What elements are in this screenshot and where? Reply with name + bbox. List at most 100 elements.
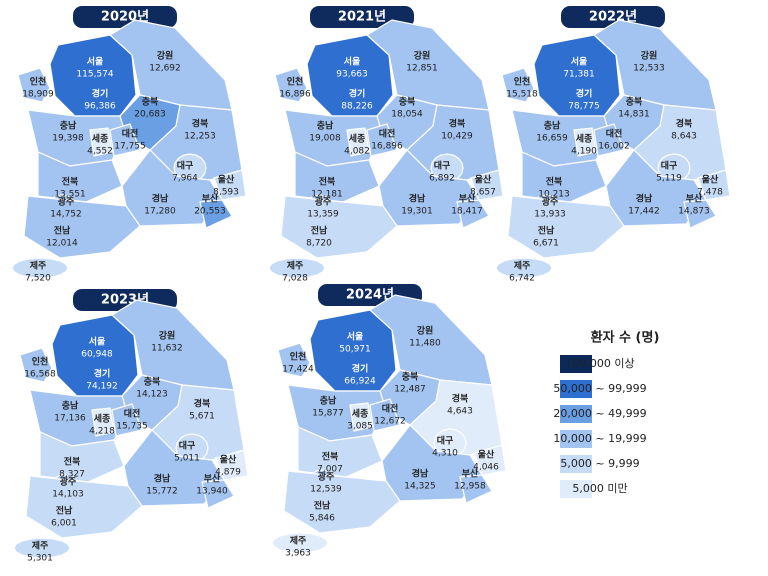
region-name: 부산 <box>462 468 479 480</box>
region <box>369 398 401 432</box>
region-value: 15,735 <box>116 422 148 432</box>
region-value: 4,218 <box>89 427 115 437</box>
region-name: 전남 <box>538 225 555 237</box>
region-value: 12,851 <box>406 64 438 74</box>
region-value: 5,119 <box>656 174 682 184</box>
region <box>199 199 233 229</box>
region-name: 서울 <box>89 336 106 348</box>
region-value: 50,971 <box>339 345 371 355</box>
region-name: 제주 <box>290 535 307 547</box>
region-name: 대전 <box>124 408 141 420</box>
region-name: 대구 <box>179 440 196 452</box>
region-value: 20,683 <box>134 110 166 120</box>
region-name: 부산 <box>204 473 221 485</box>
legend-swatch <box>560 405 592 423</box>
region-value: 17,280 <box>144 207 176 217</box>
region-value: 14,752 <box>50 210 82 220</box>
region-name: 부산 <box>686 193 703 205</box>
region-name: 전남 <box>311 225 328 237</box>
region <box>25 475 143 539</box>
region-name: 울산 <box>478 449 495 461</box>
legend-label: 50,000 ~ 99,999 <box>553 382 646 395</box>
region-value: 11,480 <box>409 339 441 349</box>
region-name: 경남 <box>409 193 426 205</box>
region-value: 16,002 <box>598 142 630 152</box>
region-name: 광주 <box>60 476 77 488</box>
region-value: 16,568 <box>24 370 56 380</box>
region-name: 전북 <box>62 176 79 188</box>
region <box>17 67 51 103</box>
legend-swatch <box>560 455 592 473</box>
region <box>89 127 113 157</box>
region-name: 인천 <box>290 352 307 363</box>
region-name: 울산 <box>218 174 235 186</box>
region-name: 제주 <box>514 260 531 272</box>
region-value: 16,896 <box>371 142 403 152</box>
region <box>91 407 115 437</box>
region-value: 115,574 <box>76 70 113 80</box>
region-name: 경북 <box>192 118 209 130</box>
region-name: 세종 <box>92 133 109 145</box>
region-value: 8,657 <box>470 188 496 198</box>
region-name: 제주 <box>32 540 49 552</box>
region-value: 78,775 <box>568 102 600 112</box>
region-name: 경남 <box>412 468 429 480</box>
region-value: 71,381 <box>563 70 595 80</box>
region <box>215 449 249 481</box>
region-value: 93,663 <box>336 70 368 80</box>
region-name: 전북 <box>64 456 81 468</box>
region-name: 경기 <box>92 88 109 100</box>
region-value: 20,553 <box>194 207 226 217</box>
legend-label: 20,000 ~ 49,999 <box>553 407 646 420</box>
legend-label: 5,000 ~ 9,999 <box>560 457 639 470</box>
region <box>456 199 490 229</box>
region-name: 인천 <box>514 77 531 88</box>
region-value: 15,877 <box>312 409 344 419</box>
region-name: 경기 <box>349 88 366 100</box>
region-value: 7,028 <box>282 274 308 284</box>
region-value: 7,964 <box>172 174 198 184</box>
region-value: 5,846 <box>309 514 335 524</box>
region <box>13 537 71 559</box>
region-name: 충북 <box>399 96 416 108</box>
region-value: 13,551 <box>54 190 86 200</box>
region-name: 광주 <box>58 196 75 208</box>
region-name: 제주 <box>30 260 47 272</box>
region-name: 경남 <box>636 193 653 205</box>
region <box>459 474 493 504</box>
region <box>573 127 597 157</box>
region-value: 14,123 <box>136 390 168 400</box>
region <box>23 195 141 259</box>
region-value: 6,742 <box>509 274 535 284</box>
legend-label: 5,000 미만 <box>572 482 627 495</box>
region <box>283 470 401 534</box>
region-value: 13,940 <box>196 487 228 497</box>
region-value: 13,933 <box>534 210 566 220</box>
region-name: 부산 <box>202 193 219 205</box>
region-value: 8,327 <box>59 470 85 480</box>
region-value: 4,310 <box>432 449 458 459</box>
region-value: 3,963 <box>285 549 311 559</box>
region <box>501 67 535 103</box>
region-name: 제주 <box>287 260 304 272</box>
region <box>697 169 731 201</box>
region-name: 인천 <box>287 77 304 88</box>
region-name: 부산 <box>459 193 476 205</box>
year-badge <box>73 6 177 28</box>
region-name: 인천 <box>32 357 49 368</box>
region-value: 12,181 <box>311 190 343 200</box>
region-name: 강원 <box>159 330 176 342</box>
legend-swatch <box>560 480 592 498</box>
region-name: 충남 <box>544 120 561 132</box>
region-name: 대전 <box>382 403 399 415</box>
region-value: 17,442 <box>628 207 660 217</box>
region-value: 60,948 <box>81 350 113 360</box>
region-name: 충남 <box>320 395 337 407</box>
region <box>495 257 553 279</box>
region <box>19 347 53 383</box>
region-name: 충북 <box>402 371 419 383</box>
region-value: 12,487 <box>394 385 426 395</box>
region-name: 충남 <box>62 400 79 412</box>
